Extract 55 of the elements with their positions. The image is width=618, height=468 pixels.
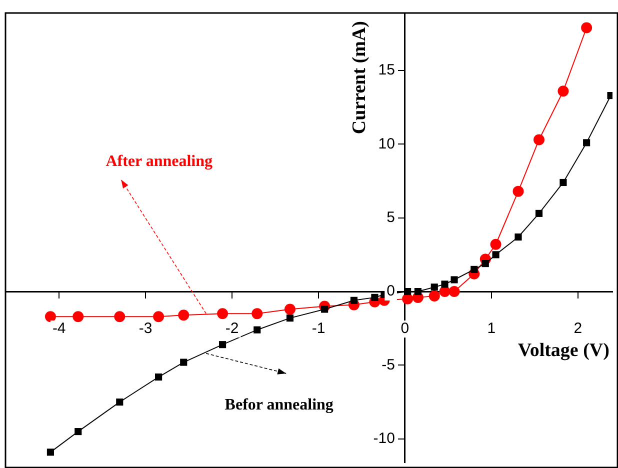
point bbox=[153, 311, 164, 322]
point bbox=[404, 288, 412, 296]
point bbox=[286, 314, 294, 322]
point bbox=[535, 210, 543, 217]
point bbox=[155, 373, 162, 381]
point bbox=[46, 448, 54, 456]
point bbox=[414, 288, 422, 296]
x-tick-label: -2 bbox=[225, 320, 239, 338]
y-axis-title: Current (mA) bbox=[348, 21, 370, 134]
point bbox=[430, 284, 438, 291]
point bbox=[284, 304, 296, 315]
point bbox=[350, 296, 358, 304]
annotation: After annealing bbox=[106, 152, 213, 170]
point bbox=[482, 260, 489, 268]
y-tick-label: 0 bbox=[386, 282, 395, 300]
x-tick-label: 1 bbox=[487, 320, 496, 338]
point bbox=[180, 358, 188, 366]
point bbox=[252, 308, 263, 320]
point bbox=[74, 428, 82, 436]
x-tick-label: -4 bbox=[52, 320, 66, 338]
point bbox=[218, 341, 226, 348]
point bbox=[217, 308, 228, 320]
point bbox=[583, 139, 590, 146]
point bbox=[44, 311, 56, 322]
point bbox=[371, 294, 378, 301]
x-tick-label: 2 bbox=[574, 320, 582, 338]
point bbox=[178, 310, 190, 321]
x-tick-label: -1 bbox=[312, 320, 326, 338]
point bbox=[428, 290, 440, 302]
point bbox=[581, 22, 592, 34]
point bbox=[560, 178, 567, 186]
x-axis-title: Voltage (V) bbox=[518, 340, 610, 361]
point bbox=[534, 134, 545, 146]
point bbox=[470, 266, 478, 273]
point bbox=[492, 251, 500, 258]
y-tick-label: -5 bbox=[382, 356, 395, 374]
point bbox=[558, 86, 569, 97]
y-tick-label: 10 bbox=[378, 135, 395, 152]
point bbox=[490, 238, 502, 250]
point bbox=[514, 233, 522, 241]
point bbox=[254, 326, 261, 334]
annotation: Befor annealing bbox=[224, 396, 334, 414]
point bbox=[441, 280, 448, 288]
point bbox=[114, 311, 126, 322]
x-tick-label: -3 bbox=[138, 320, 152, 338]
point bbox=[402, 293, 414, 304]
y-tick-label: -10 bbox=[373, 430, 395, 448]
point bbox=[450, 276, 458, 284]
point bbox=[116, 398, 124, 406]
y-tick-label: 15 bbox=[378, 62, 395, 79]
point bbox=[72, 311, 84, 322]
y-tick-label: 5 bbox=[386, 208, 395, 226]
point bbox=[448, 286, 460, 298]
point bbox=[512, 186, 524, 197]
x-tick-label: 0 bbox=[400, 320, 410, 338]
